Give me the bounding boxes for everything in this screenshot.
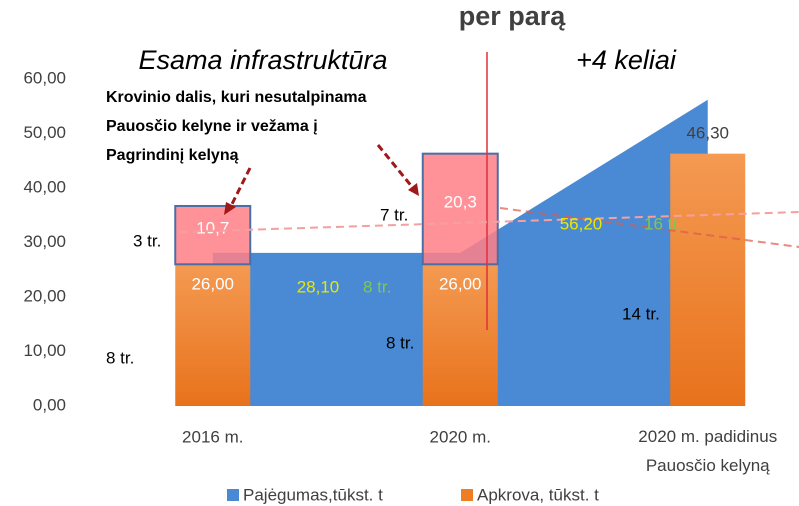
plot: 0,00 10,00 20,00 30,00 40,00 50,00 60,00 2016 m…: [23, 68, 777, 475]
bar: [422, 264, 498, 406]
arrow-head: [224, 202, 236, 215]
annotation: 16 tr.: [644, 214, 682, 233]
annotation: 8 tr.: [106, 348, 134, 367]
annotation: Pagrindinį kelyną: [106, 147, 239, 164]
y-tick-label: 50,00: [23, 123, 66, 142]
bar: [670, 153, 746, 406]
y-tick-label: 20,00: [23, 286, 66, 305]
legend-label: Pajėgumas,tūkst. t: [243, 485, 383, 504]
annotation: 8 tr.: [363, 277, 391, 296]
y-tick-label: 0,00: [33, 395, 66, 414]
arrow: [376, 144, 415, 189]
annotation: 3 tr.: [133, 231, 161, 250]
y-tick-label: 60,00: [23, 68, 66, 87]
excess-bar: [421, 152, 499, 266]
value-label: 56,20: [560, 214, 603, 233]
excess-bar: [174, 204, 252, 266]
value-label: 28,10: [297, 277, 340, 296]
legend-swatch: [227, 489, 239, 501]
annotation: 7 tr.: [380, 205, 408, 224]
annotation: 14 tr.: [622, 304, 660, 323]
annotation: Esama infrastruktūra: [138, 45, 387, 75]
x-tick-label: 2020 m.: [430, 427, 491, 446]
annotation: 8 tr.: [386, 333, 414, 352]
arrow-head: [408, 183, 419, 196]
x-tick-label: 2020 m. padidinus Pauosčio kelyną: [638, 427, 777, 475]
legend-label: Apkrova, tūkst. t: [477, 485, 599, 504]
value-label: 26,00: [439, 274, 482, 293]
y-tick-label: 40,00: [23, 177, 66, 196]
legend-swatch: [461, 489, 473, 501]
excess-label: 20,3: [444, 192, 477, 211]
annotation: Krovinio dalis, kuri nesutalpinama: [106, 89, 367, 106]
x-tick-label: 2016 m.: [182, 427, 243, 446]
annotation: Pauosčio kelyne ir vežama į: [106, 118, 318, 135]
y-tick-label: 10,00: [23, 341, 66, 360]
value-label: 26,00: [191, 274, 234, 293]
y-tick-label: 30,00: [23, 232, 66, 251]
trend-line: [499, 207, 799, 248]
arrow: [228, 167, 252, 209]
bar: [175, 264, 251, 406]
annotation: per parą: [459, 1, 567, 31]
annotation: +4 keliai: [576, 45, 677, 75]
excess-label: 10,7: [196, 219, 229, 238]
value-label: 46,30: [686, 123, 729, 142]
